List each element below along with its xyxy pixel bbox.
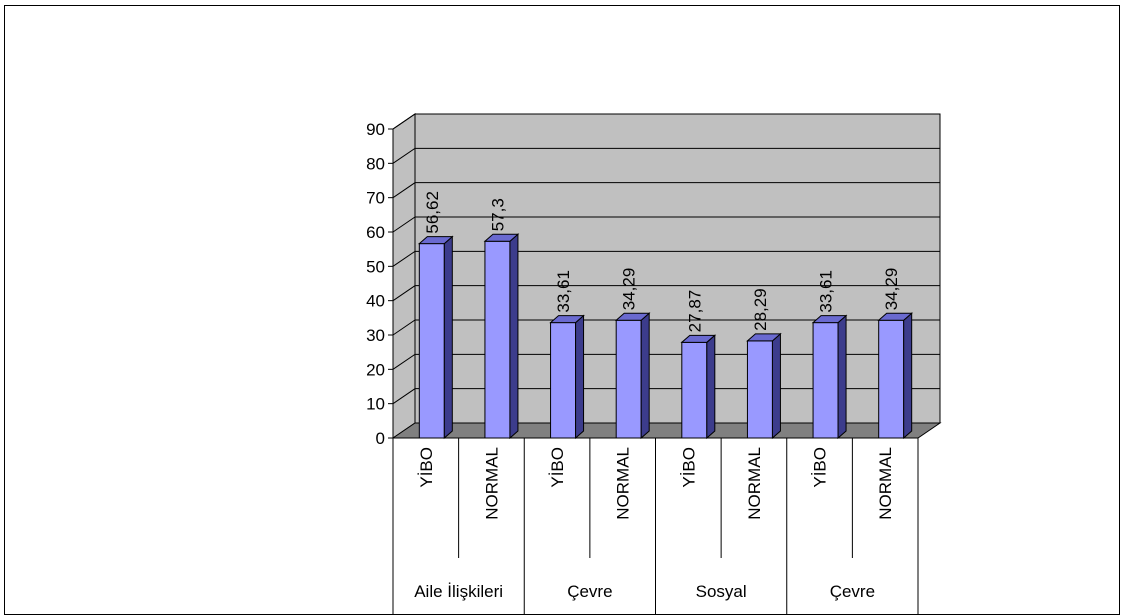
y-tick-label: 40	[366, 292, 385, 311]
bar-front	[878, 319, 905, 439]
bar-top	[614, 312, 651, 321]
data-label: 33,61	[817, 270, 836, 313]
bar-side	[706, 334, 716, 440]
bar-side	[575, 314, 585, 440]
bar-front	[418, 243, 445, 439]
data-label: 34,29	[620, 268, 639, 311]
group-label: Sosyal	[696, 582, 747, 601]
y-tick-label: 20	[366, 360, 385, 379]
x-axis: YİBO NORMAL Aile İlişkileri YİBO NORMAL Çevre…	[392, 437, 919, 615]
y-tick-label: 60	[366, 223, 385, 242]
floor	[391, 422, 942, 439]
category-label: YİBO	[679, 447, 698, 488]
gridline	[392, 285, 940, 302]
group-label: Çevre	[830, 582, 875, 601]
group-label: Çevre	[567, 582, 612, 601]
gridline	[392, 182, 940, 199]
y-axis: 0 10 20 30 40 50 60 70 80 90	[366, 120, 394, 448]
y-tick-label: 90	[366, 120, 385, 139]
bar	[680, 334, 717, 440]
category-label: NORMAL	[745, 447, 764, 520]
bar-side	[903, 312, 913, 440]
y-tick-label: 50	[366, 257, 385, 276]
category-label: YİBO	[548, 447, 567, 488]
gridline	[392, 147, 940, 164]
y-tick-label: 70	[366, 189, 385, 208]
gridline	[392, 319, 940, 336]
bar-side	[443, 235, 453, 440]
bar-top	[811, 315, 848, 324]
bar	[549, 314, 585, 440]
bar-top	[877, 312, 914, 321]
bar-side	[509, 233, 519, 440]
bar-front	[484, 240, 511, 439]
category-label: YİBO	[811, 447, 830, 488]
bar	[811, 314, 848, 440]
bar-front	[812, 322, 839, 439]
y-tick-label: 80	[366, 154, 385, 173]
bar-front	[550, 322, 577, 439]
data-label: 56,62	[423, 191, 442, 234]
bar	[417, 235, 454, 440]
data-label: 34,29	[882, 268, 901, 311]
bar-top	[549, 315, 585, 324]
bar	[614, 312, 651, 440]
data-label: 27,87	[685, 290, 704, 333]
bar-side	[837, 314, 847, 440]
chart-frame: 56,62 57,3 33,61 34,29 27,87 28,29 33,61 34,29 …	[4, 5, 1120, 615]
bar-top	[680, 334, 717, 343]
bar-side	[771, 332, 781, 440]
bar-top	[746, 333, 782, 342]
data-label: 57,3	[488, 198, 507, 231]
side-wall	[392, 113, 416, 439]
bar-front	[615, 319, 642, 439]
y-tick-label: 30	[366, 326, 385, 345]
y-tick-label: 10	[366, 395, 385, 414]
category-label: NORMAL	[876, 447, 895, 520]
bar-front	[681, 341, 708, 439]
bar-top	[417, 236, 454, 245]
y-tick-label: 0	[376, 429, 385, 448]
bars	[417, 233, 914, 440]
bar-front	[746, 340, 773, 439]
bar	[483, 233, 520, 440]
gridline	[392, 250, 940, 267]
group-label: Aile İlişkileri	[414, 582, 503, 601]
data-labels: 56,62 57,3 33,61 34,29 27,87 28,29 33,61 34,29	[423, 191, 901, 332]
gridline	[392, 113, 940, 130]
data-label: 33,61	[554, 270, 573, 313]
category-label: NORMAL	[482, 447, 501, 520]
bar	[877, 312, 914, 440]
data-label: 28,29	[751, 288, 770, 331]
bar-side	[640, 312, 650, 440]
category-label: YİBO	[417, 447, 436, 488]
gridline	[392, 216, 940, 233]
bar	[746, 332, 782, 440]
bar-top	[483, 233, 520, 242]
category-label: NORMAL	[614, 447, 633, 520]
